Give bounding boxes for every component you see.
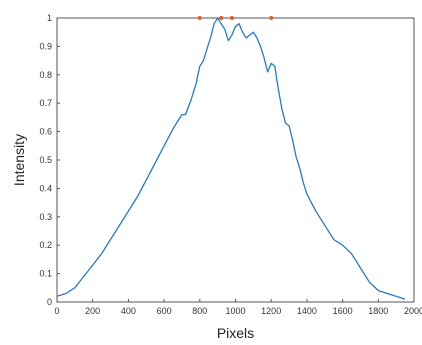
y-axis-label: Intensity (11, 134, 27, 186)
y-tick-label: 0.3 (39, 212, 52, 222)
y-tick-label: 0.5 (39, 155, 52, 165)
series-layer (56, 17, 406, 300)
x-tick-label: 1600 (333, 306, 353, 316)
y-axis: 0 0.1 0.2 0.3 0.4 0.5 0.6 0.7 0.8 0.9 1 (39, 13, 60, 307)
peak-marker (269, 16, 274, 20)
x-tick-label: 200 (85, 306, 100, 316)
x-axis: 0 200 400 600 800 1000 1200 1400 1600 1800 2000 (54, 299, 422, 316)
y-tick-label: 0.7 (39, 98, 52, 108)
x-tick-label: 1200 (261, 306, 281, 316)
y-tick-label: 0.2 (39, 240, 52, 250)
peak-marker (219, 16, 224, 20)
y-tick-label: 0.6 (39, 127, 52, 137)
peak-marker (197, 16, 202, 20)
x-tick-label: 1000 (225, 306, 245, 316)
peak-marker (229, 16, 234, 20)
x-tick-label: 1800 (368, 306, 388, 316)
y-tick-label: 0.9 (39, 41, 52, 51)
plot-area-frame (56, 17, 415, 303)
y-tick-label: 1 (47, 13, 52, 23)
x-tick-label: 0 (54, 306, 59, 316)
series-line-0 (56, 17, 406, 300)
y-tick-label: 0.4 (39, 183, 52, 193)
y-tick-label: 0.1 (39, 269, 52, 279)
x-tick-label: 600 (157, 306, 172, 316)
x-tick-label: 400 (121, 306, 136, 316)
x-axis-label: Pixels (217, 325, 254, 341)
y-tick-label: 0.8 (39, 70, 52, 80)
x-tick-label: 1400 (297, 306, 317, 316)
y-tick-label: 0 (47, 297, 52, 307)
x-tick-label: 2000 (404, 306, 422, 316)
x-tick-label: 800 (192, 306, 207, 316)
peak-markers (197, 16, 274, 20)
